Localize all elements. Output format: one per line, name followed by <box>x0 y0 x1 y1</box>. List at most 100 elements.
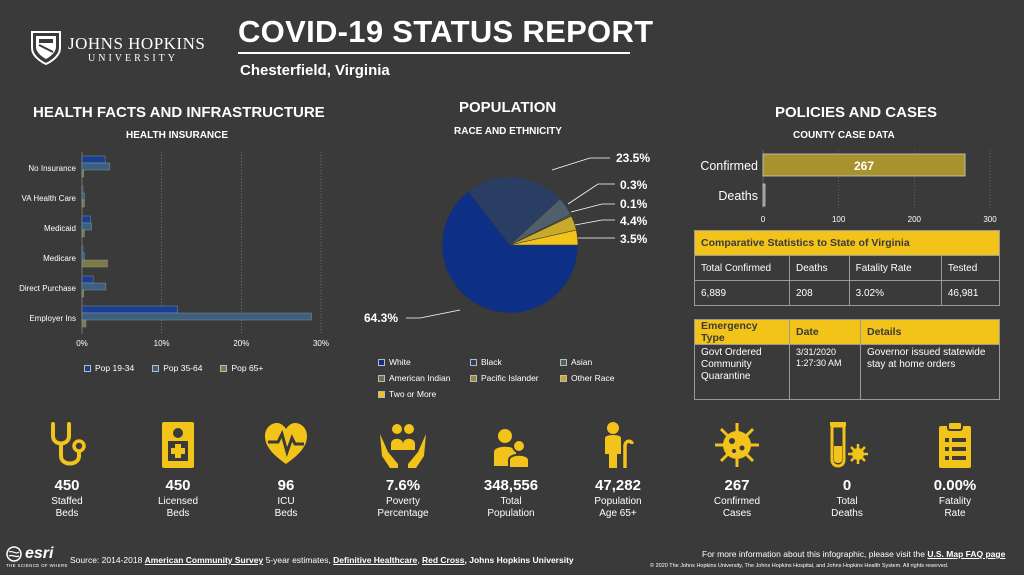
category-label: Medicaid <box>44 224 76 233</box>
col-tested: Tested <box>940 255 1001 281</box>
stat-licensed-beds: 450 Licensed Beds <box>123 420 233 520</box>
legend-swatch <box>560 358 567 366</box>
bar <box>81 252 85 261</box>
source-line: Source: 2014-2018 American Community Sur… <box>70 555 574 565</box>
col-deaths: Deaths <box>789 255 850 281</box>
bar <box>81 155 106 164</box>
bar <box>81 162 111 171</box>
source-prefix: Source: 2014-2018 <box>70 555 145 565</box>
test-tube-icon <box>830 422 868 468</box>
pie-label-other: 4.4% <box>620 214 648 228</box>
stat-label: Poverty Percentage <box>377 496 429 519</box>
copyright: © 2020 The Johns Hopkins University, The… <box>650 563 949 569</box>
pie-slice <box>441 190 579 314</box>
title-rule <box>238 52 630 54</box>
category-label: Direct Purchase <box>19 284 76 293</box>
bar-deaths <box>762 183 766 207</box>
bar <box>81 192 85 201</box>
bar <box>81 229 85 238</box>
emergency-date-value: 3/31/2020 1:27:30 AM <box>789 344 861 400</box>
source-text-jhu: , Johns Hopkins University <box>464 555 574 565</box>
legend-swatch <box>470 374 477 382</box>
stat-label: ICU Beds <box>274 496 298 519</box>
legend-label: Pop 35-64 <box>163 363 203 373</box>
leader-line <box>567 183 615 205</box>
pie-slice <box>509 229 579 246</box>
stat-label: Population Age 65+ <box>594 496 642 519</box>
info-prefix: For more information about this infograp… <box>702 549 928 559</box>
leader-line <box>406 309 461 319</box>
policies-section-title: POLICIES AND CASES <box>775 104 937 121</box>
legend-swatch <box>84 364 91 372</box>
stat-label: Fatality Rate <box>938 496 972 519</box>
x-tick-label: 0 <box>761 215 766 224</box>
jhu-shield-icon <box>31 31 61 66</box>
legend-label: Black <box>481 357 502 367</box>
elderly-person-icon <box>605 422 634 468</box>
heart-monitor-icon <box>265 423 307 464</box>
stat-total-deaths: 0 Total Deaths <box>792 420 902 520</box>
pie-label-black: 23.5% <box>616 151 650 165</box>
acs-link[interactable]: American Community Survey <box>144 555 264 565</box>
stat-staffed-beds: 450 Staffed Beds <box>12 420 122 520</box>
stat-total-population: 348,556 Total Population <box>456 420 566 520</box>
stat-value: 450 <box>165 477 191 494</box>
bar <box>81 199 85 208</box>
bar <box>81 222 92 231</box>
stethoscope-icon <box>51 422 86 466</box>
stat-value: 96 <box>277 477 295 494</box>
stat-population-65: 47,282 Population Age 65+ <box>563 420 673 520</box>
licensed-bed-icon <box>162 422 194 468</box>
stat-value: 0.00% <box>933 477 977 494</box>
legend-item-american-indian: American Indian <box>378 373 470 383</box>
emergency-type-value: Govt Ordered Community Quarantine <box>694 344 790 400</box>
faq-link[interactable]: U.S. Map FAQ page <box>927 549 1006 559</box>
stat-label: Total Deaths <box>831 496 863 519</box>
bar-confirmed <box>762 153 966 177</box>
info-line: For more information about this infograp… <box>702 549 1005 559</box>
x-tick-label: 100 <box>832 215 846 224</box>
stat-label: Licensed Beds <box>157 496 199 519</box>
red-cross-link[interactable]: Red Cross <box>422 555 465 565</box>
val-deaths: 208 <box>789 280 850 306</box>
confirmed-label: Confirmed <box>700 159 758 173</box>
legend-label: Pacific Islander <box>481 373 539 383</box>
pie-label-two-or-more: 3.5% <box>620 232 648 246</box>
health-insurance-title: HEALTH INSURANCE <box>126 130 229 141</box>
legend-swatch <box>470 358 477 366</box>
x-tick-label: 30% <box>313 339 329 348</box>
legend-swatch <box>152 364 160 372</box>
logo-subname: UNIVERSITY <box>88 53 178 64</box>
leader-line <box>551 157 610 171</box>
logo-name: JOHNS HOPKINS <box>68 34 206 53</box>
category-label: Medicare <box>43 254 76 263</box>
bar <box>81 245 84 254</box>
legend-item-pop-35-64: Pop 35-64 <box>152 363 202 373</box>
population-icon <box>494 429 530 469</box>
pie-label-asian: 0.3% <box>620 178 648 192</box>
stat-value: 7.6% <box>385 477 421 494</box>
globe-icon <box>6 546 22 562</box>
definitive-healthcare-link[interactable]: Definitive Healthcare <box>333 555 418 565</box>
val-total-confirmed: 6,889 <box>694 280 790 306</box>
deaths-label: Deaths <box>718 189 758 203</box>
bar <box>81 312 312 321</box>
legend-item-two-or-more: Two or More <box>378 389 470 399</box>
race-pie-chart: 23.5% 0.3% 0.1% 4.4% 3.5% 64.3% <box>364 151 650 325</box>
clipboard-icon <box>939 421 971 468</box>
stat-fatality-rate: 0.00% Fatality Rate <box>900 420 1010 520</box>
emergency-table: Emergency Type Date Details Govt Ordered… <box>694 319 1000 400</box>
legend-label: Asian <box>571 357 593 367</box>
legend-label: Two or More <box>389 389 437 399</box>
legend-item-asian: Asian <box>560 357 640 367</box>
stat-label: Staffed Beds <box>51 496 83 519</box>
col-emergency-type: Emergency Type <box>694 319 790 345</box>
val-fatality-rate: 3.02% <box>848 280 942 306</box>
bar <box>81 275 94 284</box>
source-text: 5-year estimates, <box>263 555 334 565</box>
legend-label: Pop 19-34 <box>95 363 135 373</box>
x-tick-label: 300 <box>983 215 997 224</box>
x-tick-label: 10% <box>154 339 170 348</box>
category-label: Employer Ins <box>29 314 76 323</box>
population-section-title: POPULATION <box>459 99 557 116</box>
